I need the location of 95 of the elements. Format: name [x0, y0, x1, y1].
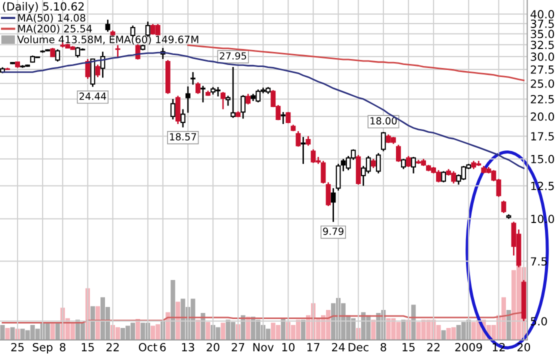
x-tick-label: 6	[160, 342, 166, 352]
x-tick-label: 25	[11, 342, 24, 352]
bar	[196, 320, 200, 340]
bar	[176, 302, 180, 340]
x-tick-label: 20	[206, 342, 220, 352]
x-tick-label: Sep	[32, 342, 52, 354]
y-tick-label: 17.5	[531, 132, 554, 141]
x-tick-label: 13	[182, 342, 194, 352]
candlestick	[170, 98, 176, 120]
x-tick-label: 17	[307, 343, 320, 352]
y-tick-label: 22.5	[530, 95, 554, 104]
bar	[411, 304, 416, 340]
x-tick-label: 22	[427, 342, 440, 352]
candlestick	[226, 95, 230, 106]
line-series	[187, 44, 525, 82]
x-tick-label: 2009	[455, 342, 482, 352]
bar	[401, 320, 406, 340]
candlestick	[406, 155, 411, 168]
candlestick	[501, 200, 506, 214]
bar	[10, 327, 15, 340]
candlestick	[230, 66, 236, 119]
candlestick	[220, 91, 226, 110]
x-tick-label: 15	[402, 343, 415, 352]
candlestick	[135, 44, 140, 60]
candlestick	[200, 85, 206, 104]
y-tick-label: 32.5	[530, 40, 554, 50]
y-tick-label: 30.0	[530, 52, 554, 61]
candlestick	[85, 58, 90, 80]
bar	[50, 322, 55, 340]
bar	[220, 322, 226, 340]
annotation: 27.95	[220, 52, 246, 60]
legend-label: MA(200) 25.54	[18, 24, 92, 34]
candlestick	[376, 152, 381, 174]
annotation: 18.00	[370, 117, 397, 125]
candlestick	[326, 182, 331, 207]
candlestick	[145, 20, 150, 38]
x-tick-label: 8	[380, 342, 386, 352]
candlestick	[296, 130, 301, 148]
line-series	[2, 52, 525, 170]
x-tick-label: 20	[517, 342, 530, 352]
y-tick-label: 37.5	[530, 20, 554, 28]
chart-title: (Daily) 5.10.62	[2, 2, 84, 13]
candlestick	[130, 24, 136, 38]
bar	[206, 322, 210, 340]
x-tick-label: 24	[332, 342, 345, 352]
candlestick	[411, 156, 416, 174]
bar	[5, 328, 10, 340]
candlestick	[320, 160, 326, 184]
y-tick-label: 27.5	[530, 65, 554, 74]
x-tick-label: Oct	[138, 342, 158, 352]
y-tick-label: 20.0	[530, 112, 554, 121]
y-tick-label: 40.0	[530, 10, 554, 18]
candlestick	[380, 131, 386, 152]
bar	[95, 306, 100, 340]
annotation: 24.44	[80, 92, 106, 100]
x-tick-label: Dec	[348, 343, 368, 352]
candlestick	[196, 82, 200, 95]
x-tick-label: Nov	[253, 343, 274, 352]
bar	[441, 330, 446, 340]
candlestick	[330, 188, 336, 223]
y-tick-label: 15.0	[531, 154, 554, 164]
candlestick	[175, 95, 180, 125]
x-tick-label: 8	[60, 342, 66, 352]
bar	[170, 280, 176, 340]
candlestick	[115, 44, 120, 58]
y-tick-label: 25.0	[530, 79, 554, 88]
candlestick	[300, 136, 306, 165]
bar	[90, 306, 95, 340]
candlestick	[190, 71, 196, 86]
annotation: 9.79	[323, 228, 344, 235]
y-tick-label: 35.0	[530, 30, 554, 38]
x-tick-label: 10	[282, 342, 295, 352]
candlestick	[180, 108, 186, 128]
x-tick-label: 27	[232, 342, 244, 352]
candlestick	[370, 158, 376, 169]
bar	[371, 320, 376, 340]
legend-label: MA(50) 14.08	[18, 14, 86, 23]
candlestick	[55, 48, 60, 62]
candlestick	[336, 163, 341, 192]
bar	[0, 324, 5, 340]
candlestick	[246, 93, 251, 106]
bar	[300, 320, 306, 340]
candlestick	[396, 144, 401, 163]
candlestick	[306, 135, 311, 146]
candlestick	[240, 94, 246, 120]
annotation: 18.57	[170, 133, 196, 140]
candlestick	[95, 64, 100, 78]
candlestick	[400, 158, 406, 170]
candlestick	[185, 86, 190, 114]
x-tick-label: 22	[106, 342, 119, 352]
candlestick	[441, 170, 446, 184]
candlestick	[105, 19, 110, 32]
legend-label: Volume 413.58M, EMA(60) 149.67M	[17, 35, 198, 44]
candlestick	[280, 111, 286, 125]
x-tick-label: 15	[82, 343, 94, 352]
